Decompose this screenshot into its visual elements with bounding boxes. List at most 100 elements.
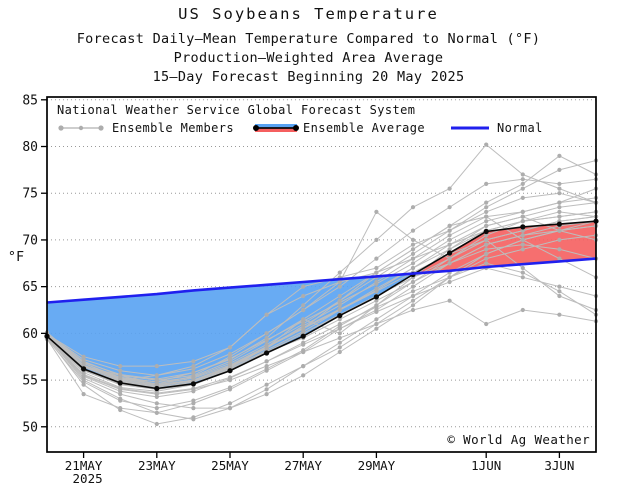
ensemble-member-dot <box>337 300 342 305</box>
ensemble-member-dot <box>410 293 416 299</box>
ensemble-member-dot <box>447 275 452 280</box>
ensemble-member-dot <box>410 228 416 233</box>
ensemble-member-dot <box>81 374 86 379</box>
ensemble-member-dot <box>520 172 525 177</box>
ensemble-member-dot <box>154 381 159 386</box>
ensemble-member-dot <box>301 373 306 378</box>
ensemble-member-dot <box>520 275 525 280</box>
ensemble-member-dot <box>118 407 123 413</box>
ensemble-member-dot <box>337 335 342 341</box>
ensemble-member-dot <box>557 284 562 289</box>
copyright-text: © World Ag Weather <box>447 432 590 447</box>
y-axis-title: °F <box>8 249 24 265</box>
ensemble-member-dot <box>447 261 452 266</box>
legend-members-label: Ensemble Members <box>112 121 234 135</box>
ensemble-member-dot <box>557 200 562 205</box>
ensemble-member-dot <box>447 205 452 210</box>
ensemble-member-dot <box>484 242 489 247</box>
ensemble-member-dot <box>484 247 489 252</box>
y-tick-label: 85 <box>22 93 38 108</box>
ensemble-member-dot <box>557 209 562 214</box>
ensemble-member-dot <box>264 331 269 336</box>
ensemble-member-line <box>46 192 597 381</box>
x-tick-label: 3JUN <box>544 458 574 473</box>
ensemble-member-dot <box>410 307 416 313</box>
ensemble-member-dot <box>520 214 525 219</box>
ensemble-member-dot <box>301 284 306 289</box>
ensemble-member-dot <box>118 364 123 369</box>
ensemble-member-dot <box>557 228 562 233</box>
ensemble-member-dot <box>191 389 196 394</box>
ensemble-average-dot <box>227 368 233 374</box>
ensemble-member-dot <box>484 223 489 228</box>
ensemble-member-dot <box>191 370 196 375</box>
ensemble-member-dot <box>118 398 123 403</box>
ensemble-member-dot <box>410 242 416 247</box>
ensemble-average-dot <box>556 221 563 227</box>
x-axis-year-label: 2025 <box>73 471 103 486</box>
ensemble-member-line <box>46 155 597 385</box>
below-normal-area <box>47 273 415 389</box>
ensemble-member-dot <box>410 284 416 289</box>
ensemble-member-line <box>46 267 597 394</box>
ensemble-member-dot <box>264 312 269 317</box>
ensemble-member-dot <box>520 265 525 271</box>
ensemble-member-dot <box>484 237 489 242</box>
ensemble-member-dot <box>191 374 196 379</box>
ensemble-average-dot <box>520 224 526 230</box>
plot-frame <box>46 96 597 453</box>
ensemble-member-dot <box>154 421 159 427</box>
ensemble-member-dot <box>227 351 233 356</box>
ensemble-member-line <box>46 216 597 409</box>
ensemble-member-dot <box>557 153 562 158</box>
ensemble-member-dot <box>81 360 86 365</box>
ensemble-member-line <box>46 262 597 398</box>
ensemble-member-dot <box>520 181 525 186</box>
chart-title: US Soybeans Temperature <box>178 5 439 23</box>
ensemble-member-dot <box>484 251 489 256</box>
x-tick-label: 23MAY <box>138 458 176 473</box>
ensemble-member-dot <box>374 317 379 322</box>
ensemble-member-dot <box>447 237 452 242</box>
ensemble-member-dot <box>520 247 525 252</box>
ensemble-member-dot <box>520 307 525 313</box>
ensemble-member-dot <box>557 247 562 252</box>
ensemble-member-dot <box>227 406 233 411</box>
y-tick-label: 80 <box>22 140 38 155</box>
ensemble-member-dot <box>337 349 342 355</box>
ensemble-member-dot <box>118 368 123 373</box>
ensemble-average-sample-icon <box>253 124 299 132</box>
ensemble-member-dot <box>484 181 489 186</box>
ensemble-member-dot <box>154 377 159 382</box>
ensemble-average-dot <box>154 385 160 392</box>
ensemble-member-dot <box>337 331 342 336</box>
ensemble-member-dot <box>301 303 306 308</box>
ensemble-member-dot <box>154 394 159 399</box>
ensemble-member-dot <box>337 307 342 313</box>
ensemble-member-dot <box>374 256 379 261</box>
ensemble-average-dot <box>190 381 196 387</box>
legend-average-label: Ensemble Average <box>303 121 425 135</box>
y-tick-label: 55 <box>22 374 38 389</box>
ensemble-member-dot <box>374 286 379 291</box>
x-tick-label: 1JUN <box>471 458 501 473</box>
ensemble-member-dot <box>557 237 562 242</box>
ensemble-member-line <box>46 216 597 387</box>
ensemble-member-dot <box>520 233 525 238</box>
legend-header: National Weather Service Global Forecast… <box>57 103 416 117</box>
ensemble-member-dot <box>410 298 416 303</box>
ensemble-member-dot <box>337 321 342 327</box>
ensemble-member-line <box>46 244 597 389</box>
ensemble-member-dot <box>374 237 379 242</box>
ensemble-member-dot <box>484 205 489 210</box>
normal-line <box>46 257 597 304</box>
ensemble-member-dot <box>301 364 306 369</box>
x-tick-label: 21MAY <box>65 458 103 473</box>
ensemble-member-dot <box>301 307 306 313</box>
x-tick-label: 27MAY <box>284 458 322 473</box>
ensemble-member-dot <box>374 209 379 214</box>
ensemble-member-dot <box>557 312 562 317</box>
chart-subtitle-2: Production–Weighted Area Average <box>173 50 444 66</box>
ensemble-average-dot <box>264 350 270 356</box>
